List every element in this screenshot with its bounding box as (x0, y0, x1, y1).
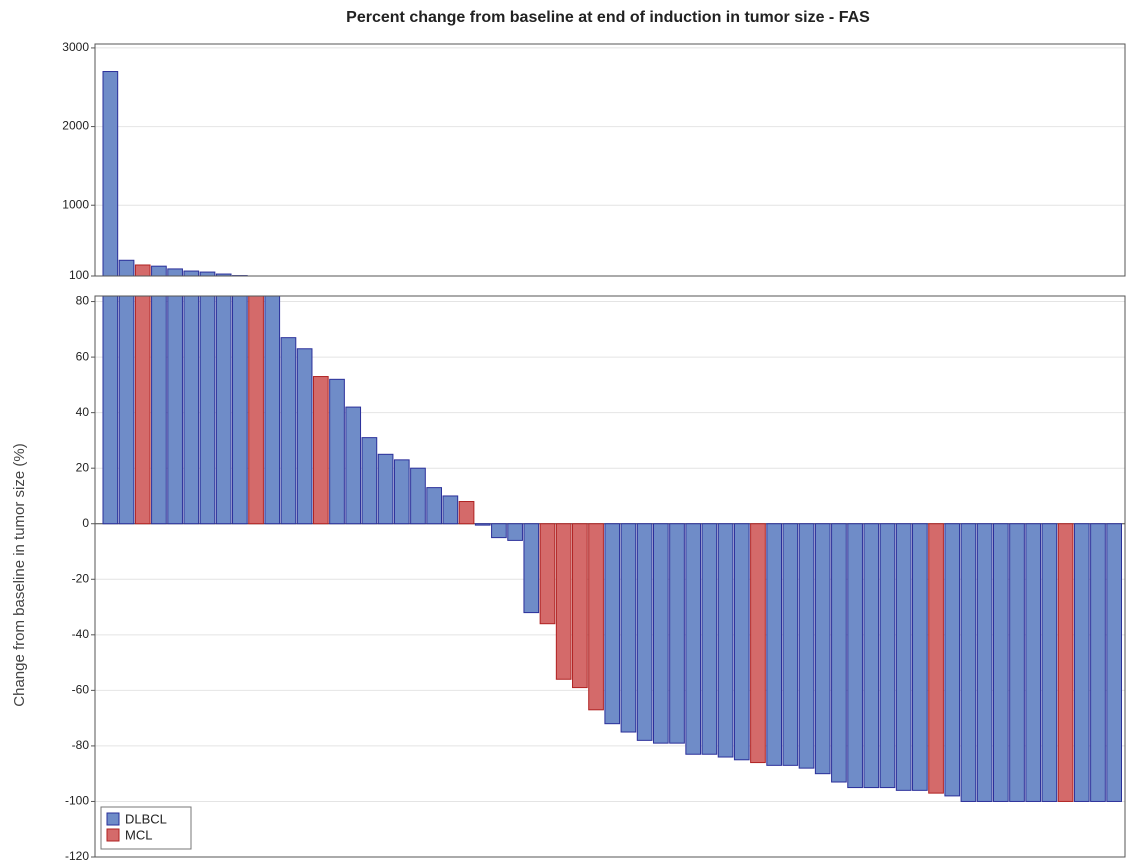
legend-swatch (106, 828, 120, 842)
y-tick-label: 0 (82, 516, 89, 530)
y-tick-label: 40 (76, 405, 90, 419)
bar (992, 523, 1009, 802)
bar (393, 459, 410, 525)
bar (1106, 523, 1123, 802)
bar (1025, 523, 1042, 802)
bar (620, 523, 637, 733)
bar (280, 337, 297, 525)
bar (102, 296, 119, 525)
chart-title: Percent change from baseline at end of i… (346, 9, 870, 26)
bar (232, 296, 248, 525)
bar (167, 296, 183, 525)
bar (377, 453, 394, 525)
legend-label: DLBCL (125, 811, 167, 826)
bar (151, 296, 167, 525)
y-tick-label: -40 (72, 627, 90, 641)
bar (248, 296, 264, 525)
bar (539, 523, 556, 625)
bar (652, 523, 669, 744)
bar (361, 437, 378, 525)
bar (329, 378, 345, 525)
bar (555, 523, 572, 680)
bar (669, 523, 685, 744)
bar (912, 523, 928, 791)
y-tick-label: -80 (72, 738, 90, 752)
bar (944, 523, 961, 797)
bar (572, 523, 588, 689)
bar (215, 296, 232, 525)
bar (118, 296, 135, 525)
bar-upper (102, 71, 119, 276)
bar (717, 523, 734, 758)
bar (733, 523, 750, 761)
bar (863, 523, 880, 789)
y-tick-label: 2000 (62, 119, 89, 133)
bar (604, 523, 621, 725)
bar (976, 523, 993, 802)
bar (782, 523, 799, 766)
bar (588, 523, 604, 711)
bar (750, 523, 766, 764)
bar (798, 523, 815, 769)
bar (814, 523, 831, 775)
bar (1090, 523, 1106, 802)
bar (426, 487, 442, 525)
bar-upper (118, 259, 135, 276)
bar (134, 296, 151, 525)
y-tick-label: 20 (76, 460, 90, 474)
bar (1009, 523, 1025, 802)
bar (507, 523, 523, 541)
y-tick-label: 80 (76, 294, 90, 308)
y-tick-label: -100 (65, 794, 89, 808)
y-tick-label: -20 (72, 571, 90, 585)
legend-label: MCL (125, 827, 152, 842)
bar-upper (167, 268, 183, 276)
y-tick-label: 1000 (62, 197, 89, 211)
bar (1073, 523, 1090, 802)
bar-upper (183, 270, 200, 276)
bar (442, 495, 459, 525)
bar (474, 523, 491, 526)
bar (1041, 523, 1058, 802)
upper-panel-frame (94, 43, 1126, 277)
bar (879, 523, 896, 789)
bar (766, 523, 782, 766)
bar (928, 523, 944, 794)
bar-upper (215, 273, 232, 276)
y-tick-label: -60 (72, 683, 90, 697)
bar (296, 348, 313, 525)
y-tick-label: 3000 (62, 40, 89, 54)
bar (895, 523, 912, 791)
y-tick-label: 60 (76, 349, 90, 363)
y-tick-label: -120 (65, 849, 89, 863)
bar (183, 296, 200, 525)
bar (685, 523, 702, 755)
legend-swatch (106, 812, 120, 826)
bar-upper (134, 264, 151, 276)
bar (491, 523, 507, 539)
bar (636, 523, 653, 741)
bar (847, 523, 863, 789)
bar (701, 523, 718, 755)
bar (199, 296, 216, 525)
bar (831, 523, 847, 783)
bar-upper (199, 271, 216, 276)
y-tick-label: 100 (69, 268, 89, 282)
bar (264, 296, 281, 525)
bar (345, 406, 362, 525)
bar (312, 376, 329, 525)
y-axis-label: Change from baseline in tumor size (%) (11, 443, 28, 706)
bar (1057, 523, 1074, 802)
bar-upper (151, 265, 167, 276)
bar (458, 501, 475, 525)
bar (960, 523, 977, 802)
bar (410, 467, 426, 525)
lower-panel-frame (94, 295, 1126, 858)
bar (523, 523, 540, 614)
